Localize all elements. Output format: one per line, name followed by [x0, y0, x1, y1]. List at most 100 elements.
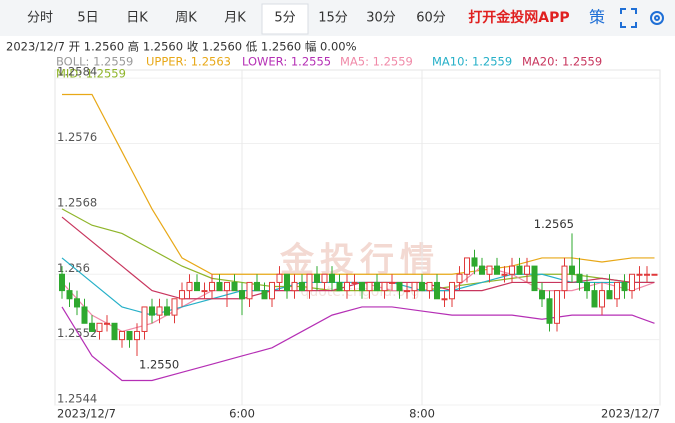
- settings-icon[interactable]: [650, 11, 664, 25]
- tab[interactable]: 30分: [366, 11, 396, 26]
- candle-body: [216, 281, 223, 292]
- watermark-url: quote.cngold.org: [300, 284, 419, 300]
- candle-body: [396, 281, 403, 292]
- candle-body: [546, 298, 553, 324]
- candle-body: [119, 330, 125, 341]
- candle-body: [381, 281, 388, 292]
- candle-body: [306, 273, 313, 292]
- candle-body: [599, 290, 605, 308]
- candle-body: [299, 281, 305, 292]
- tab[interactable]: 60分: [416, 11, 446, 26]
- candle-body: [81, 306, 88, 324]
- fullscreen-icon[interactable]: [620, 8, 637, 28]
- tab[interactable]: 月K: [224, 11, 246, 26]
- candle-body: [569, 265, 575, 275]
- candle-body: [224, 281, 230, 292]
- legend-entry: UPPER: 1.2563: [146, 55, 231, 69]
- plot-frame: [54, 69, 661, 406]
- candle-body: [359, 281, 365, 292]
- candle-body: [516, 265, 523, 275]
- candle-body: [576, 273, 583, 283]
- candle-body: [524, 265, 530, 275]
- tab[interactable]: 日K: [126, 11, 148, 26]
- candle-body: [614, 281, 620, 300]
- y-tick-label: 1.2568: [57, 195, 97, 209]
- candle-body: [366, 281, 373, 292]
- legend-entry: LOWER: 1.2555: [242, 55, 331, 69]
- candle-body: [321, 273, 328, 283]
- candle-body: [434, 281, 440, 300]
- candle-body: [501, 273, 508, 276]
- candle-body: [636, 273, 643, 276]
- app-link[interactable]: 打开金投网APP: [468, 9, 569, 26]
- candle-body: [441, 298, 448, 301]
- high-annotation: 1.2565: [534, 217, 574, 231]
- candle-body: [89, 322, 95, 332]
- tab[interactable]: 5日: [77, 11, 98, 26]
- candle-body: [561, 265, 568, 292]
- candle-body: [246, 281, 253, 300]
- tab[interactable]: 15分: [318, 11, 348, 26]
- candle-body: [59, 273, 65, 292]
- candle-body: [194, 281, 200, 292]
- candle-body: [404, 290, 410, 293]
- candle-body: [651, 273, 658, 276]
- mid-legend: MID: 1.2559: [56, 67, 126, 81]
- candle-body: [621, 281, 628, 292]
- x-tick-label: 8:00: [409, 407, 435, 421]
- tab[interactable]: 分时: [27, 11, 53, 26]
- candle-body: [494, 265, 500, 275]
- x-tick-label: 2023/12/7: [57, 407, 116, 421]
- candle-body: [239, 290, 245, 300]
- tab[interactable]: 5分: [274, 11, 295, 26]
- candle-body: [449, 281, 455, 300]
- legend-entry: MA10: 1.2559: [432, 55, 512, 69]
- candle-body: [471, 257, 478, 267]
- candle-body: [201, 290, 208, 293]
- strategy-button[interactable]: 策: [589, 8, 605, 27]
- candle-body: [171, 298, 178, 316]
- candle-body: [584, 281, 590, 292]
- candle-body: [644, 273, 650, 276]
- candle-body: [111, 322, 118, 341]
- candle-body: [554, 290, 560, 324]
- candle-body: [314, 273, 320, 283]
- candle-body: [606, 290, 613, 300]
- indicator-line: [62, 93, 655, 275]
- tab[interactable]: 周K: [175, 11, 197, 26]
- candle-body: [591, 290, 598, 308]
- candle-body: [629, 273, 635, 292]
- y-tick-label: 1.2552: [57, 326, 97, 340]
- candle-body: [231, 281, 238, 292]
- candle-body: [209, 281, 215, 292]
- candle-body: [66, 290, 73, 300]
- candle-body: [291, 281, 298, 292]
- y-tick-label: 1.2576: [57, 130, 97, 144]
- indicator-line: [61, 306, 655, 382]
- tab-bar: [0, 0, 675, 36]
- y-tick-label: 1.2584: [57, 65, 97, 79]
- candle-body: [134, 330, 140, 341]
- candle-body: [411, 281, 418, 292]
- candle-body: [149, 306, 155, 316]
- legend-entry: MA5: 1.2559: [340, 55, 413, 69]
- candle-body: [96, 322, 103, 332]
- candle-body: [284, 273, 290, 292]
- info-line: 2023/12/7 开 1.2560 高 1.2560 收 1.2560 低 1…: [6, 40, 357, 54]
- low-annotation: 1.2550: [139, 357, 179, 371]
- candle-body: [374, 281, 380, 292]
- x-tick-label: 6:00: [229, 407, 255, 421]
- candle-body: [276, 273, 283, 283]
- candle-body: [179, 290, 185, 300]
- candle-body: [509, 265, 515, 275]
- candle-body: [531, 265, 538, 292]
- candle-body: [141, 306, 148, 332]
- x-tick-label: 2023/12/7: [601, 407, 660, 421]
- candle-body: [164, 306, 170, 316]
- candle-body: [344, 281, 350, 292]
- candle-body: [186, 281, 193, 292]
- candle-body: [156, 306, 163, 316]
- legend-entry: MA20: 1.2559: [522, 55, 602, 69]
- candle-body: [389, 281, 395, 284]
